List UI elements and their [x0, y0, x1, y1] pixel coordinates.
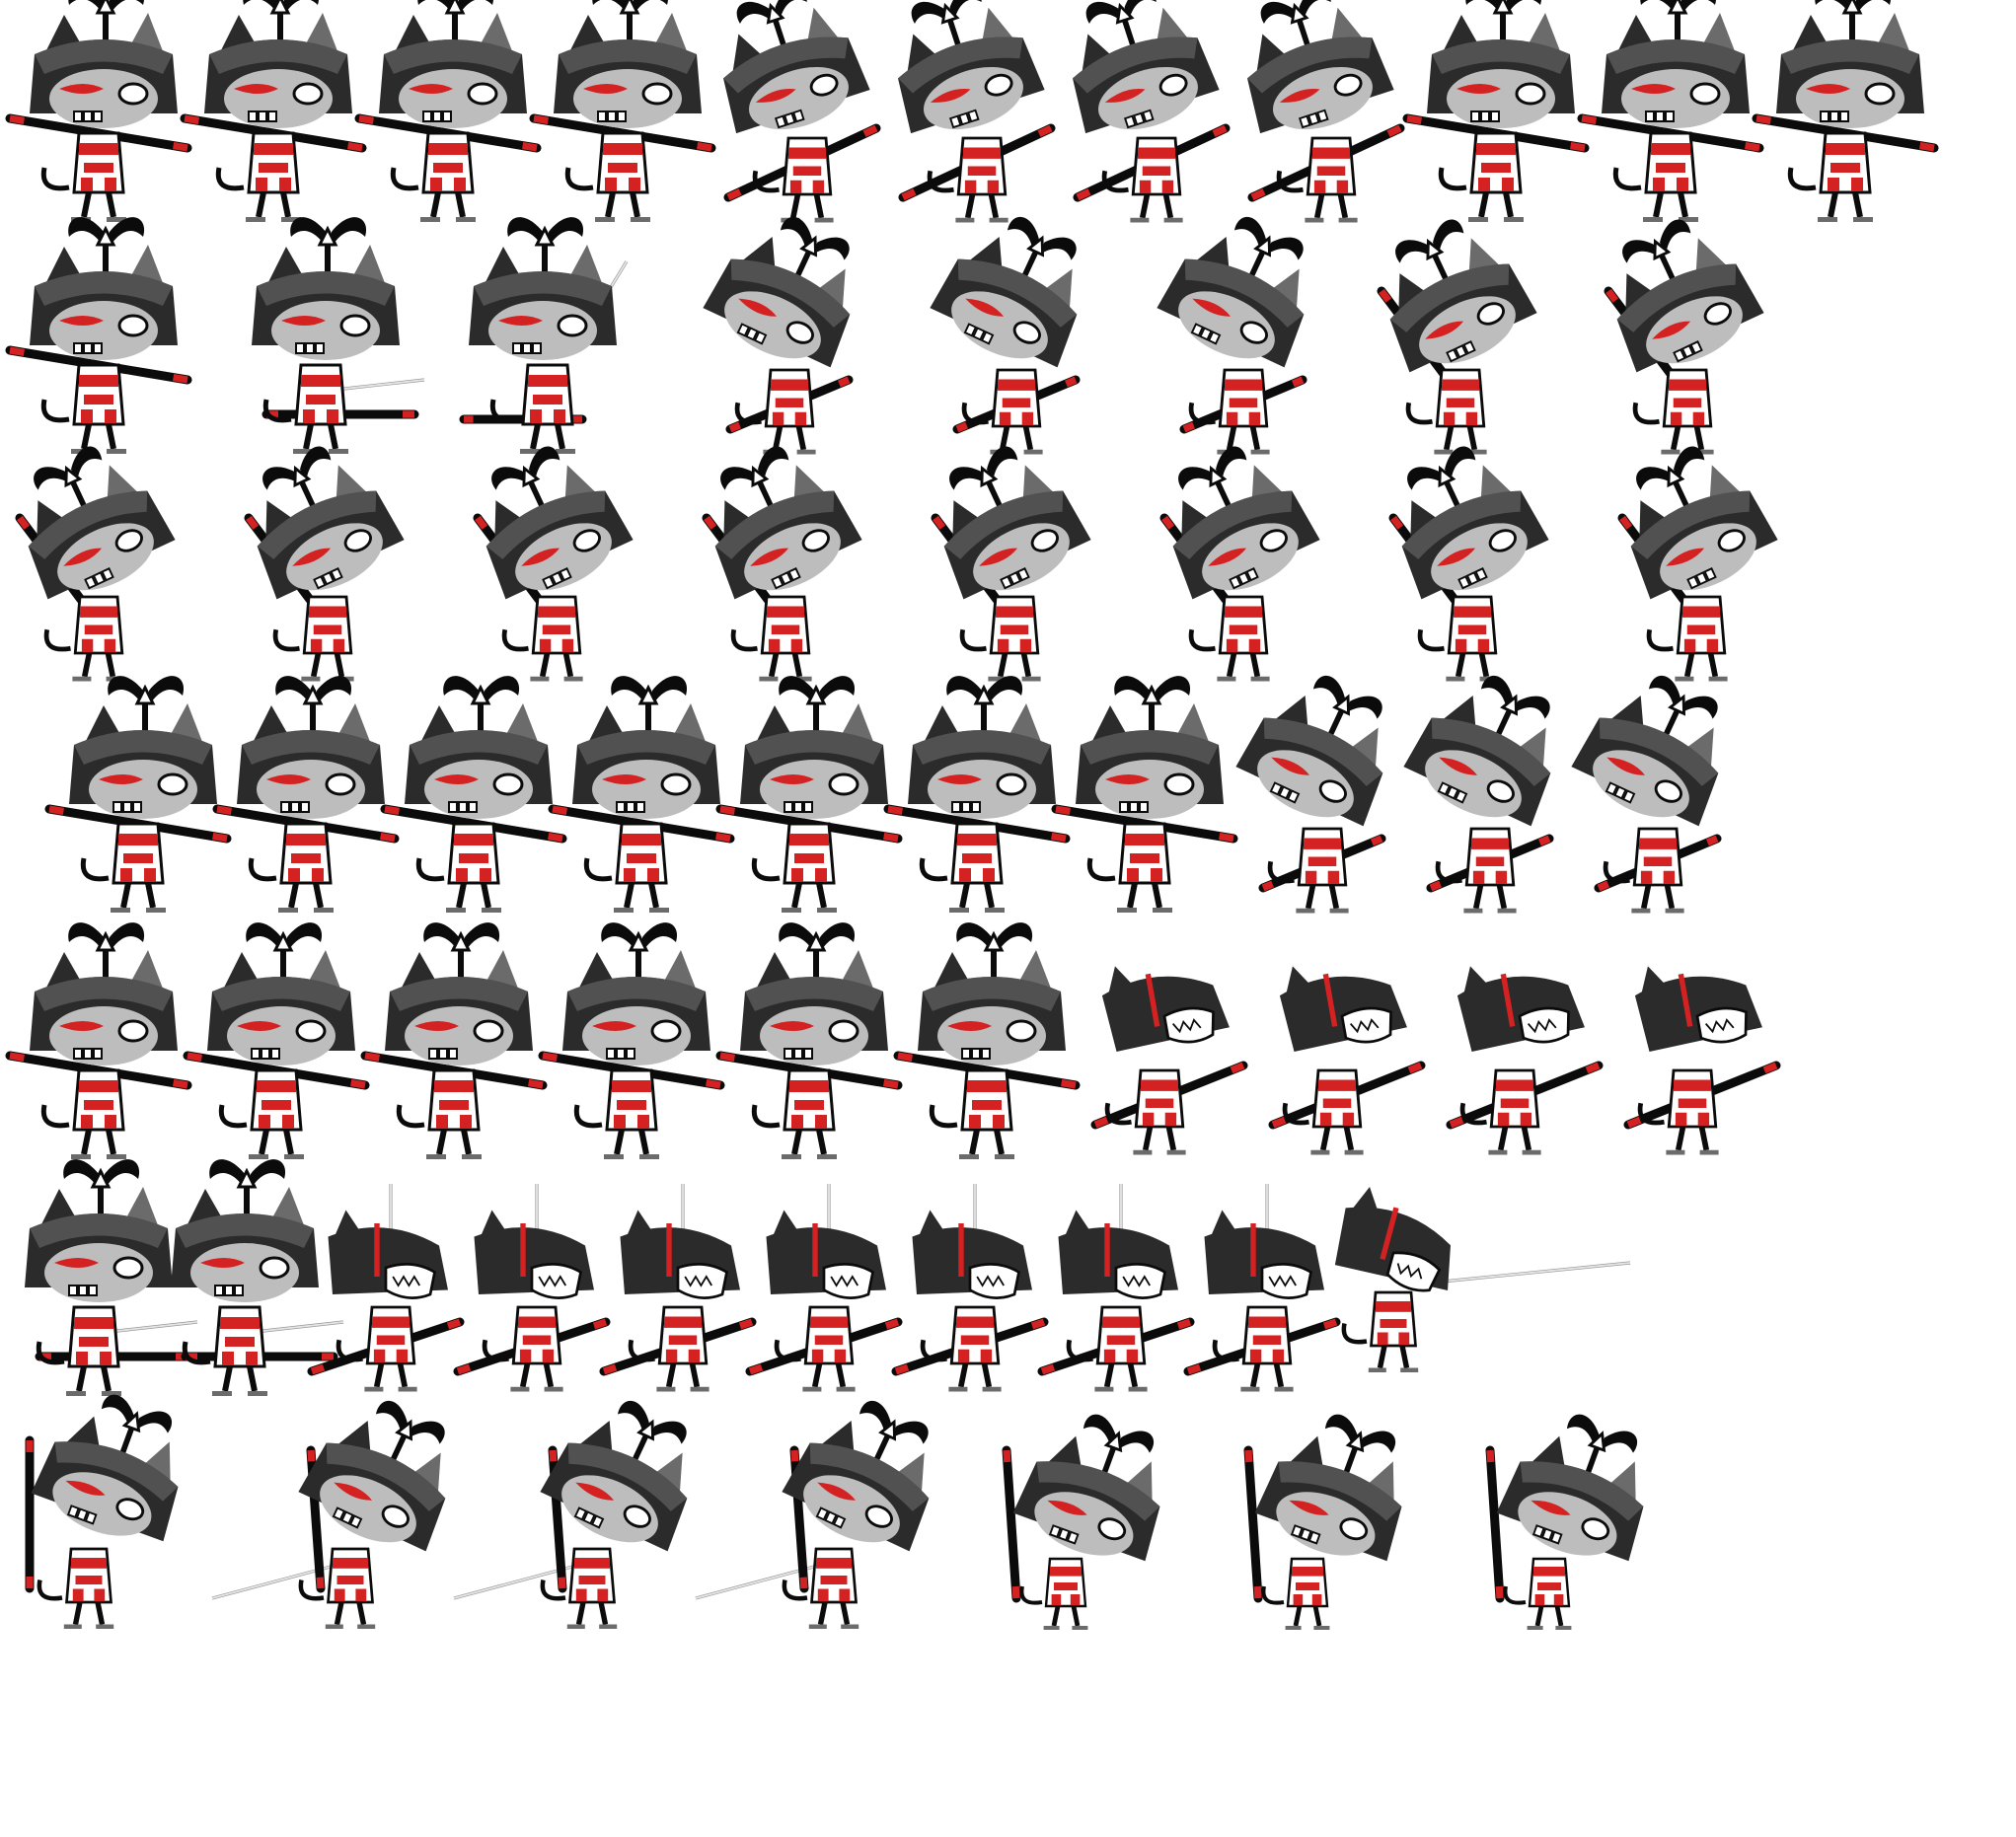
samurai-cat-sprite — [454, 232, 651, 459]
samurai-cat-sprite — [458, 459, 655, 686]
sprite-frame-draw-2 — [227, 232, 424, 459]
samurai-cat-sprite — [1145, 459, 1342, 686]
samurai-cat-sprite — [1599, 937, 1796, 1164]
sprite-frame-draw-8 — [1589, 232, 1786, 459]
samurai-cat-sprite — [1223, 0, 1420, 227]
samurai-cat-sprite — [699, 0, 896, 227]
sprite-frame-run-5 — [916, 459, 1113, 686]
sprite-frame-run-7 — [1374, 459, 1571, 686]
sprite-frame-idle-6 — [873, 0, 1071, 227]
sprite-frame-run-1 — [0, 459, 197, 686]
samurai-cat-sprite — [687, 459, 884, 686]
samurai-cat-sprite — [1589, 232, 1786, 459]
samurai-cat-sprite — [1397, 0, 1595, 227]
samurai-cat-sprite — [1362, 232, 1559, 459]
samurai-cat-sprite — [1747, 0, 1944, 227]
samurai-cat-sprite — [1219, 1411, 1416, 1638]
samurai-cat-sprite — [1460, 1411, 1658, 1638]
sprite-frame-hurt-4 — [533, 937, 730, 1164]
samurai-cat-sprite — [1603, 459, 1800, 686]
sprite-frame-hurt-3 — [355, 937, 553, 1164]
sprite-frame-idle-1 — [0, 0, 197, 227]
samurai-cat-sprite — [1066, 937, 1263, 1164]
sprite-frame-draw-6 — [1135, 232, 1332, 459]
sprite-frame-idle-4 — [524, 0, 721, 227]
samurai-cat-sprite — [1135, 232, 1332, 459]
sprite-frame-idle-5 — [699, 0, 896, 227]
samurai-cat-sprite — [873, 0, 1071, 227]
sprite-frame-dodge-5 — [977, 1411, 1174, 1638]
samurai-cat-sprite — [355, 937, 553, 1164]
samurai-cat-sprite — [493, 1411, 691, 1638]
samurai-cat-sprite — [977, 1411, 1174, 1638]
sprite-frame-dodge-6 — [1219, 1411, 1416, 1638]
sprite-frame-dodge-7 — [1460, 1411, 1658, 1638]
samurai-cat-sprite — [916, 459, 1113, 686]
sprite-frame-dodge-2 — [252, 1411, 449, 1638]
samurai-cat-sprite — [1374, 459, 1571, 686]
samurai-cat-sprite — [252, 1411, 449, 1638]
sprite-frame-hurt-5 — [710, 937, 908, 1164]
sprite-frame-hurt-8 — [1243, 937, 1441, 1164]
sprite-frame-special-10 — [1314, 1174, 1512, 1401]
samurai-cat-sprite — [0, 937, 197, 1164]
sprite-frame-draw-5 — [908, 232, 1105, 459]
samurai-cat-sprite — [229, 459, 426, 686]
sprite-frame-draw-4 — [681, 232, 878, 459]
sprite-frame-idle-10 — [1572, 0, 1769, 227]
samurai-cat-sprite — [1549, 691, 1747, 918]
sprite-frame-idle-8 — [1223, 0, 1420, 227]
samurai-cat-sprite — [0, 0, 197, 227]
sprite-frame-dodge-1 — [10, 1411, 207, 1638]
samurai-cat-sprite — [533, 937, 730, 1164]
sprite-frame-draw-1 — [0, 232, 197, 459]
sprite-frame-run-8 — [1603, 459, 1800, 686]
samurai-cat-sprite — [1314, 1174, 1512, 1401]
samurai-cat-sprite — [0, 459, 197, 686]
sprite-frame-hurt-2 — [178, 937, 375, 1164]
samurai-cat-sprite — [908, 232, 1105, 459]
sprite-frame-hurt-9 — [1421, 937, 1618, 1164]
sprite-frame-draw-7 — [1362, 232, 1559, 459]
samurai-cat-sprite — [1243, 937, 1441, 1164]
samurai-cat-sprite — [1572, 0, 1769, 227]
sprite-frame-idle-2 — [175, 0, 372, 227]
samurai-cat-sprite — [681, 232, 878, 459]
samurai-cat-sprite — [888, 937, 1085, 1164]
samurai-cat-sprite — [524, 0, 721, 227]
sprite-frame-attack-10 — [1549, 691, 1747, 918]
samurai-cat-sprite — [710, 937, 908, 1164]
sprite-frame-draw-3 — [454, 232, 651, 459]
samurai-cat-sprite — [227, 232, 424, 459]
sprite-frame-idle-7 — [1048, 0, 1245, 227]
sprite-frame-run-4 — [687, 459, 884, 686]
samurai-cat-sprite — [349, 0, 547, 227]
sprite-frame-idle-3 — [349, 0, 547, 227]
sprite-frame-run-2 — [229, 459, 426, 686]
samurai-cat-sprite — [1048, 0, 1245, 227]
samurai-cat-sprite — [10, 1411, 207, 1638]
sprite-frame-hurt-6 — [888, 937, 1085, 1164]
sprite-frame-hurt-1 — [0, 937, 197, 1164]
sprite-frame-dodge-4 — [735, 1411, 933, 1638]
samurai-cat-sprite — [178, 937, 375, 1164]
sprite-frame-run-3 — [458, 459, 655, 686]
samurai-cat-sprite — [0, 232, 197, 459]
sprite-frame-dodge-3 — [493, 1411, 691, 1638]
sprite-frame-idle-9 — [1397, 0, 1595, 227]
sprite-frame-hurt-7 — [1066, 937, 1263, 1164]
samurai-cat-sprite — [735, 1411, 933, 1638]
sprite-frame-run-6 — [1145, 459, 1342, 686]
samurai-cat-sprite — [1421, 937, 1618, 1164]
sprite-frame-hurt-10 — [1599, 937, 1796, 1164]
sprite-frame-idle-11 — [1747, 0, 1944, 227]
samurai-cat-sprite — [175, 0, 372, 227]
